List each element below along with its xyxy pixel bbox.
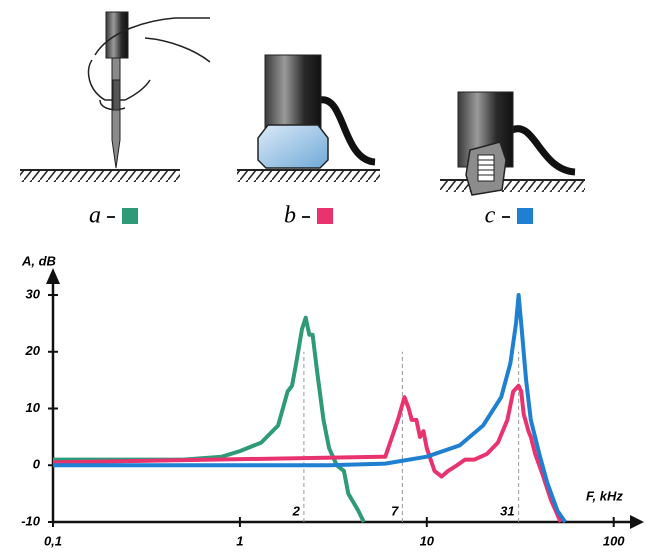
chart: A, dB F, kHz -10 0 10 20 30 0,1 1 10 100 2 7 31 a b c xyxy=(0,0,648,554)
series-line xyxy=(53,386,561,522)
y-tick-label: 0 xyxy=(33,457,41,472)
legend-swatch xyxy=(122,208,138,224)
y-axis-label: A, dB xyxy=(21,253,56,268)
x-tick-label: 100 xyxy=(603,533,625,548)
legend-label: a xyxy=(89,203,101,229)
sensor-screw xyxy=(440,92,585,195)
x-tick-label: 0,1 xyxy=(44,533,62,548)
x-axis-label: F, kHz xyxy=(586,488,623,503)
x-tick-label: 1 xyxy=(236,533,243,548)
legend-label: b xyxy=(284,203,296,229)
legend-swatch xyxy=(517,208,533,224)
series-line xyxy=(53,318,364,522)
y-tick-label: -10 xyxy=(21,513,41,528)
sensor-probe xyxy=(20,12,210,182)
legend-swatch xyxy=(317,208,333,224)
marker-label: 2 xyxy=(292,503,301,518)
sensor-magnetic xyxy=(237,55,380,182)
marker-label: 31 xyxy=(500,503,514,518)
x-tick-label: 10 xyxy=(420,533,435,548)
legend-label: c xyxy=(485,203,496,229)
axes xyxy=(46,268,644,529)
y-tick-label: 30 xyxy=(26,286,41,301)
y-tick-label: 10 xyxy=(26,400,41,415)
marker-label: 7 xyxy=(391,503,399,518)
page: {"chart_data": {"type": "line", "y_label… xyxy=(0,0,648,554)
y-tick-label: 20 xyxy=(25,343,41,358)
